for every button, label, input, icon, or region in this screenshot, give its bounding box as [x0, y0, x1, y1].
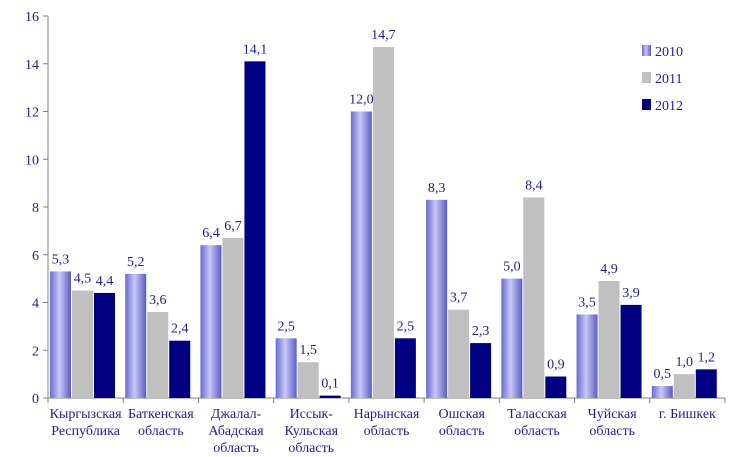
category-label: Нарынская — [354, 407, 420, 422]
category-label: Таласская — [507, 407, 567, 422]
data-label-2010-5: 8,3 — [428, 181, 446, 196]
bar-2012-8 — [695, 369, 717, 398]
legend-swatch-2010 — [642, 45, 651, 56]
category-label: Баткенская — [128, 407, 194, 422]
category-label: область — [138, 424, 184, 439]
category-label: Иссык- — [290, 407, 334, 422]
category-label: область — [288, 441, 334, 456]
data-label-2012-3: 0,1 — [321, 377, 339, 392]
data-label-2010-1: 5,2 — [127, 255, 145, 270]
chart-data-labels: 5,3 5,2 6,4 2,5 12,0 8,3 5,0 3,5 0,5 4,5 3,6 6,7 1,5… — [52, 28, 715, 392]
bar-2011-1 — [147, 312, 169, 398]
category-label: область — [364, 424, 410, 439]
category-label: область — [589, 424, 635, 439]
bar-2010-4 — [350, 111, 372, 398]
data-label-2012-4: 2,5 — [397, 319, 415, 334]
legend-label-2011: 2011 — [655, 72, 682, 87]
category-label: область — [514, 424, 560, 439]
data-label-2012-1: 2,4 — [171, 322, 189, 337]
y-tick-label: 10 — [25, 153, 39, 168]
bar-2012-4 — [394, 338, 416, 398]
data-label-2012-2: 14,1 — [243, 42, 268, 57]
data-label-2010-6: 5,0 — [503, 260, 521, 275]
category-label: Чуйская — [588, 407, 638, 422]
category-label: Кульская — [285, 424, 339, 439]
y-tick-label: 14 — [25, 58, 39, 73]
bar-2012-3 — [319, 395, 341, 398]
category-label: область — [439, 424, 485, 439]
data-label-2012-7: 3,9 — [622, 286, 640, 301]
bar-2011-7 — [598, 281, 620, 398]
bar-2010-1 — [125, 273, 147, 398]
y-tick-label: 2 — [32, 344, 39, 359]
data-label-2011-7: 4,9 — [600, 262, 618, 277]
data-label-2012-8: 1,2 — [698, 350, 716, 365]
category-label: Кыргызская — [50, 407, 122, 422]
data-label-2010-7: 3,5 — [578, 295, 596, 310]
category-label: Республика — [51, 424, 121, 439]
data-label-2010-2: 6,4 — [202, 226, 220, 241]
data-label-2011-4: 14,7 — [371, 28, 396, 43]
legend-label-2010: 2010 — [655, 45, 683, 60]
data-label-2010-3: 2,5 — [277, 319, 295, 334]
data-label-2011-6: 8,4 — [525, 178, 543, 193]
data-label-2010-4: 12,0 — [349, 93, 374, 108]
bar-2010-7 — [576, 314, 598, 398]
data-label-2011-8: 1,0 — [676, 355, 694, 370]
bar-2010-2 — [200, 245, 222, 398]
data-label-2011-3: 1,5 — [299, 343, 317, 358]
bar-2012-0 — [94, 292, 115, 398]
bar-2011-0 — [72, 290, 93, 398]
data-label-2010-0: 5,3 — [52, 252, 70, 267]
bar-2012-5 — [470, 343, 492, 398]
y-tick-label: 16 — [25, 10, 39, 25]
y-tick-label: 0 — [32, 392, 39, 407]
category-label: Абадская — [208, 424, 264, 439]
category-label: Ошская — [439, 407, 486, 422]
data-label-2012-5: 2,3 — [472, 324, 490, 339]
bar-2010-6 — [501, 278, 523, 398]
data-label-2011-1: 3,6 — [149, 293, 167, 308]
y-tick-label: 12 — [25, 106, 39, 121]
bar-2011-8 — [673, 374, 695, 398]
category-label: г. Бишкек — [659, 407, 716, 422]
chart-bars — [50, 47, 717, 399]
data-label-2010-8: 0,5 — [654, 367, 672, 382]
legend-swatch-2011 — [642, 72, 651, 83]
data-label-2011-2: 6,7 — [224, 219, 242, 234]
chart-category-labels: Кыргызская Республика Баткенская область Джа… — [50, 407, 716, 456]
category-label: область — [213, 441, 259, 456]
y-tick-label: 6 — [32, 249, 39, 264]
y-tick-label: 4 — [32, 297, 39, 312]
bar-2012-1 — [169, 340, 191, 398]
bar-2010-3 — [275, 338, 297, 398]
bar-2011-3 — [297, 362, 319, 398]
bar-2011-6 — [523, 197, 545, 398]
bar-2010-0 — [50, 271, 71, 398]
legend-label-2012: 2012 — [655, 99, 683, 114]
category-label: Джалал- — [211, 407, 262, 422]
data-label-2011-0: 4,5 — [74, 272, 92, 287]
bar-2011-4 — [372, 47, 394, 398]
bar-2010-8 — [651, 386, 673, 398]
chart-legend: 2010 2011 2012 — [642, 45, 683, 114]
y-tick-label: 8 — [32, 201, 39, 216]
data-label-2012-6: 0,9 — [547, 358, 565, 373]
bar-2012-6 — [545, 376, 567, 398]
bar-2011-2 — [222, 238, 244, 398]
bar-2011-5 — [448, 309, 470, 398]
legend-swatch-2012 — [642, 99, 651, 110]
bar-2012-7 — [620, 304, 642, 398]
bar-2012-2 — [244, 61, 266, 399]
data-label-2012-0: 4,4 — [96, 274, 114, 289]
data-label-2011-5: 3,7 — [450, 291, 468, 306]
bar-2010-5 — [426, 199, 448, 398]
